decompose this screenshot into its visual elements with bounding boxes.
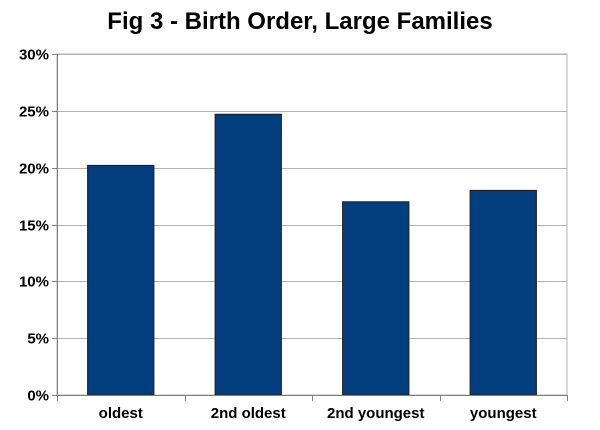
axes [52,54,568,401]
bar-oldest [87,164,155,396]
x-tick-label: youngest [470,405,537,422]
chart-title: Fig 3 - Birth Order, Large Families [107,8,493,35]
x-tick-label: 2nd youngest [327,405,425,422]
bar-2nd-youngest [342,201,410,396]
y-tick-label: 30% [19,47,49,64]
y-tick-label: 20% [19,161,49,178]
x-tick-label: oldest [99,405,143,422]
x-tick-label: 2nd oldest [211,405,286,422]
y-tick-label: 5% [27,331,49,348]
y-tick-label: 15% [19,218,49,235]
y-tick-label: 0% [27,388,49,405]
bar-youngest [469,189,537,396]
bars [87,113,537,396]
tick-labels: 0% 5% 10% 15% 20% 25% 30% oldest 2nd oldest 2nd y… [19,47,537,423]
y-tick-label: 25% [19,104,49,121]
y-tick-label: 10% [19,274,49,291]
bar-2nd-oldest [214,113,282,396]
